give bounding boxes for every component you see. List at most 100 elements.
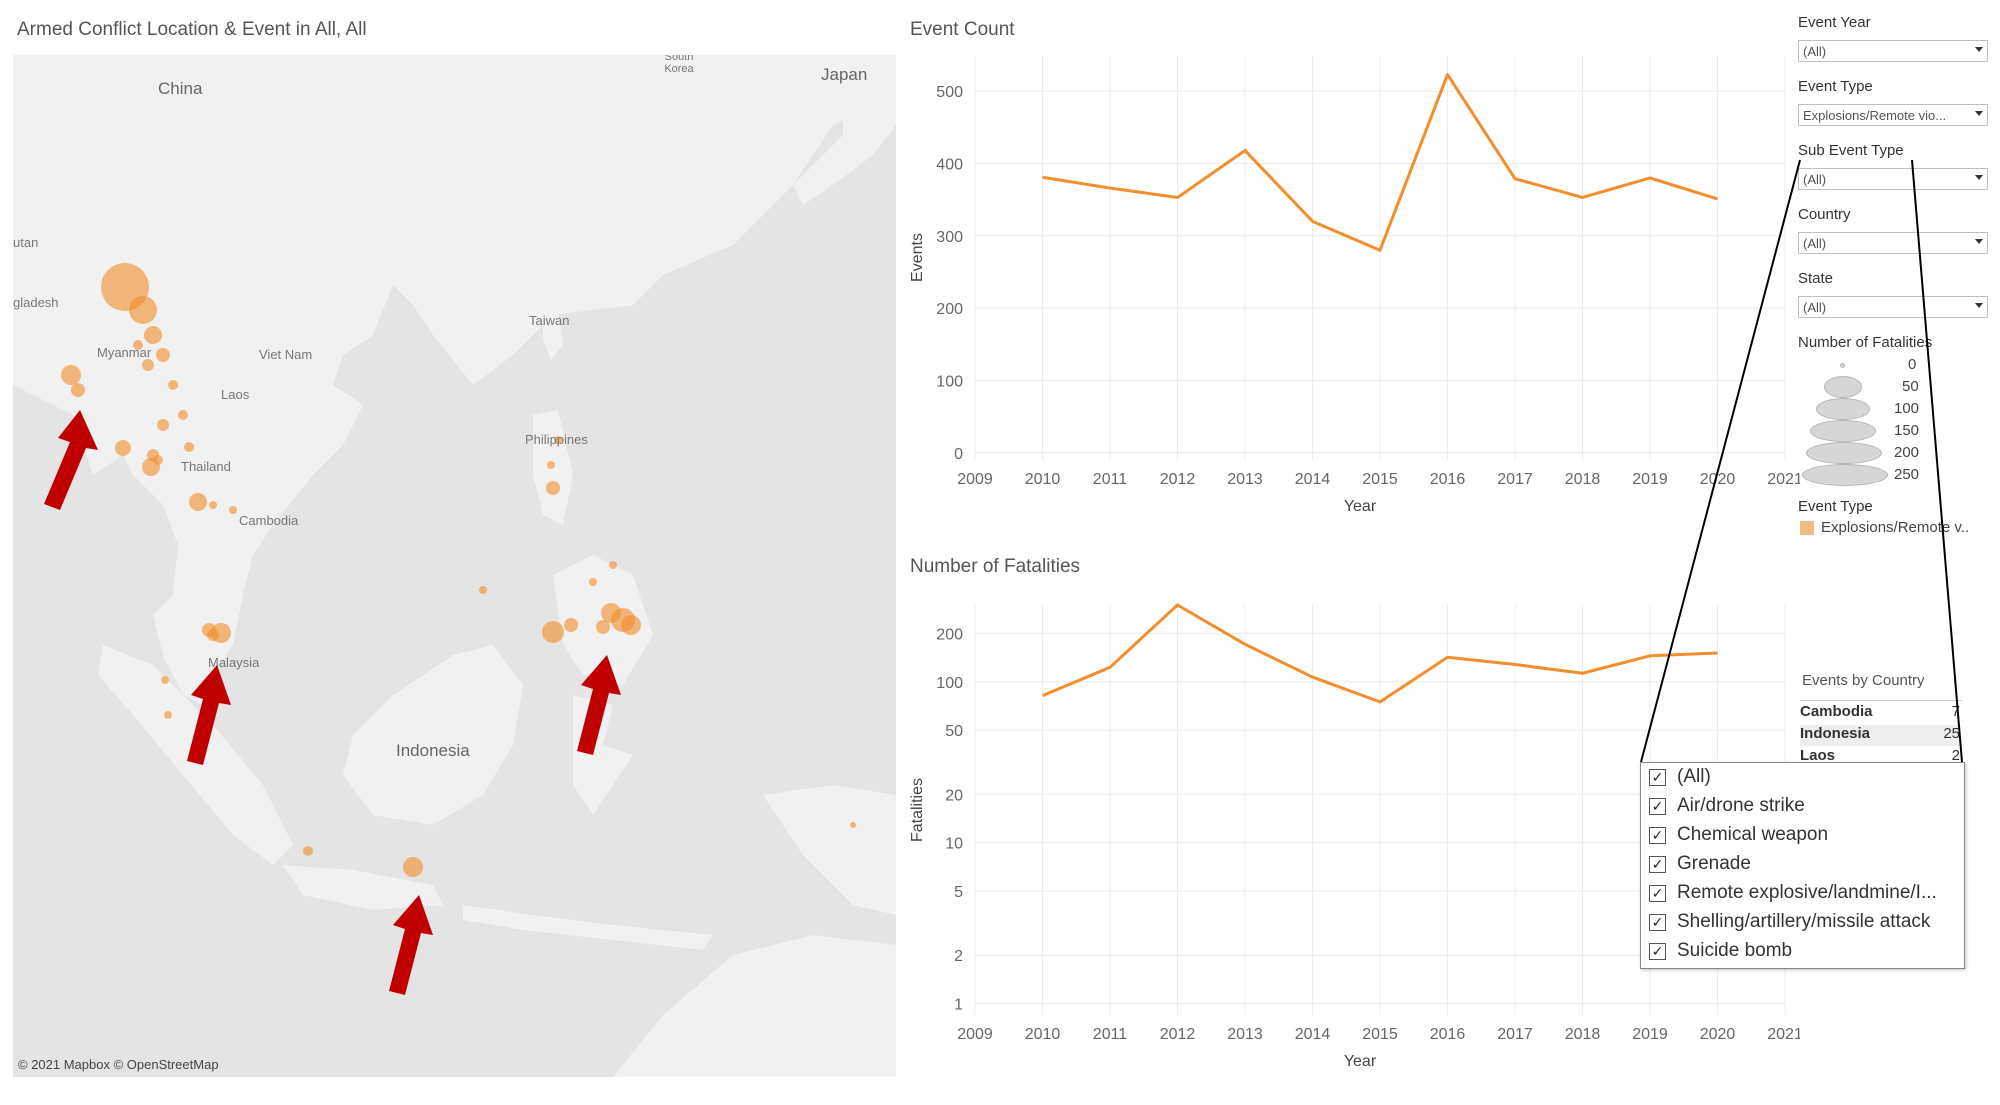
color-legend-title: Event Type xyxy=(1798,498,1873,515)
country-count: 7 xyxy=(1951,703,1960,720)
map-bubble xyxy=(850,822,856,828)
sub-event-type-value: (All) xyxy=(1803,172,1827,187)
x-tick-label: 2013 xyxy=(1227,471,1263,488)
sub-event-type-label: Sub Event Type xyxy=(1798,142,1904,159)
size-legend-title: Number of Fatalities xyxy=(1798,334,1933,351)
country-count: 2 xyxy=(1951,747,1960,761)
checkbox-checked-icon[interactable]: ✓ xyxy=(1649,914,1666,931)
x-tick-label: 2021 xyxy=(1767,471,1800,488)
event-count-title: Event Count xyxy=(910,19,1015,40)
map-bubble xyxy=(546,481,560,495)
map-bubble xyxy=(609,561,617,569)
checkbox-checked-icon[interactable]: ✓ xyxy=(1649,827,1666,844)
map-bubble xyxy=(61,365,81,385)
fatality-bubbles xyxy=(61,263,856,877)
color-legend-item[interactable]: Explosions/Remote v.. xyxy=(1821,519,1970,536)
event-year-select[interactable]: (All) xyxy=(1798,40,1988,62)
map-bubble xyxy=(142,359,154,371)
x-tick-label: 2017 xyxy=(1497,1026,1533,1043)
map-view[interactable]: China Japan South Korea utan gladesh Mya… xyxy=(13,55,896,1077)
map-bubble xyxy=(189,493,207,511)
map-bubble xyxy=(589,578,597,586)
size-legend-value: 200 xyxy=(1894,444,1920,461)
country-name: Indonesia xyxy=(1800,725,1871,742)
x-tick-label: 2016 xyxy=(1430,1026,1466,1043)
y-tick-label: 200 xyxy=(936,626,963,643)
x-tick-label: 2018 xyxy=(1565,1026,1601,1043)
map-bubble xyxy=(161,676,169,684)
events-by-country-title: Events by Country xyxy=(1802,672,1925,689)
event-year-value: (All) xyxy=(1803,44,1827,59)
checkbox-checked-icon[interactable]: ✓ xyxy=(1649,943,1666,960)
country-name: Cambodia xyxy=(1800,703,1873,720)
size-legend-bubble xyxy=(1840,363,1845,368)
chevron-down-icon[interactable] xyxy=(1975,239,1983,244)
map-bubble xyxy=(303,846,313,856)
checkbox-checked-icon[interactable]: ✓ xyxy=(1649,798,1666,815)
x-tick-label: 2021 xyxy=(1767,1026,1800,1043)
checkbox-checked-icon[interactable]: ✓ xyxy=(1649,856,1666,873)
x-tick-label: 2012 xyxy=(1160,471,1196,488)
y-axis-title: Fatalities xyxy=(909,778,926,842)
sub-event-type-select[interactable]: (All) xyxy=(1798,168,1988,190)
x-tick-label: 2010 xyxy=(1025,1026,1061,1043)
event-type-label: Event Type xyxy=(1798,78,1873,95)
x-tick-label: 2014 xyxy=(1295,471,1331,488)
map-label-south-korea: South Korea xyxy=(664,55,694,75)
map-label-vietnam: Viet Nam xyxy=(259,347,313,362)
event-count-chart[interactable]: 0 100 200 300 400 500 2009 2010 2011 2012 2013 2014… xyxy=(900,45,1800,525)
size-legend-value: 150 xyxy=(1894,422,1920,439)
map-label-myanmar: Myanmar xyxy=(97,345,152,360)
fatalities-title: Number of Fatalities xyxy=(910,556,1081,577)
map-bubble xyxy=(144,326,162,344)
map-label-thailand: Thailand xyxy=(181,459,231,474)
country-select[interactable]: (All) xyxy=(1798,232,1988,254)
size-legend-bubble xyxy=(1802,464,1888,486)
event-type-select[interactable]: Explosions/Remote vio... xyxy=(1798,104,1988,126)
event-type-value: Explosions/Remote vio... xyxy=(1803,108,1947,123)
chevron-down-icon[interactable] xyxy=(1975,47,1983,52)
map-label-malaysia: Malaysia xyxy=(208,655,260,670)
map-bubble xyxy=(184,442,194,452)
map-bubble xyxy=(207,629,219,641)
state-select[interactable]: (All) xyxy=(1798,296,1988,318)
x-tick-label: 2010 xyxy=(1025,471,1061,488)
size-legend-value: 250 xyxy=(1894,466,1920,483)
state-label: State xyxy=(1798,270,1834,287)
map-label-japan: Japan xyxy=(821,65,868,84)
map-bubble xyxy=(542,621,564,643)
checkbox-checked-icon[interactable]: ✓ xyxy=(1649,769,1666,786)
map-label-cambodia: Cambodia xyxy=(239,513,299,528)
size-legend-value: 0 xyxy=(1908,356,1917,373)
chevron-down-icon[interactable] xyxy=(1975,175,1983,180)
chevron-down-icon[interactable] xyxy=(1975,111,1983,116)
map-canvas[interactable] xyxy=(13,55,896,1077)
table-row[interactable]: Indonesia 25 xyxy=(1800,725,1960,746)
y-tick-label: 100 xyxy=(936,675,963,692)
chevron-down-icon[interactable] xyxy=(1975,303,1983,308)
map-bubble xyxy=(156,348,170,362)
sub-event-type-dropdown[interactable]: ✓ (All) ✓ Air/drone strike ✓ Chemical we… xyxy=(1640,762,1965,969)
x-tick-label: 2009 xyxy=(957,1026,993,1043)
map-bubble xyxy=(209,501,217,509)
x-tick-label: 2011 xyxy=(1093,1026,1128,1043)
red-arrow-icon xyxy=(389,895,433,995)
checkbox-checked-icon[interactable]: ✓ xyxy=(1649,885,1666,902)
country-value: (All) xyxy=(1803,236,1827,251)
map-bubble xyxy=(554,436,562,444)
color-legend-swatch[interactable] xyxy=(1800,521,1814,535)
y-tick-label: 50 xyxy=(945,723,963,740)
y-tick-label: 2 xyxy=(954,948,963,965)
x-tick-label: 2019 xyxy=(1632,471,1668,488)
map-bubble xyxy=(115,440,131,456)
country-count: 25 xyxy=(1943,725,1960,742)
map-bubble xyxy=(547,461,555,469)
x-axis-title: Year xyxy=(1344,1053,1377,1070)
x-tick-label: 2019 xyxy=(1632,1026,1668,1043)
table-row[interactable]: Laos 2 xyxy=(1800,747,1960,761)
table-row[interactable]: Cambodia 7 xyxy=(1800,703,1960,724)
y-tick-label: 200 xyxy=(936,301,963,318)
map-bubble xyxy=(168,380,178,390)
y-tick-label: 500 xyxy=(936,84,963,101)
